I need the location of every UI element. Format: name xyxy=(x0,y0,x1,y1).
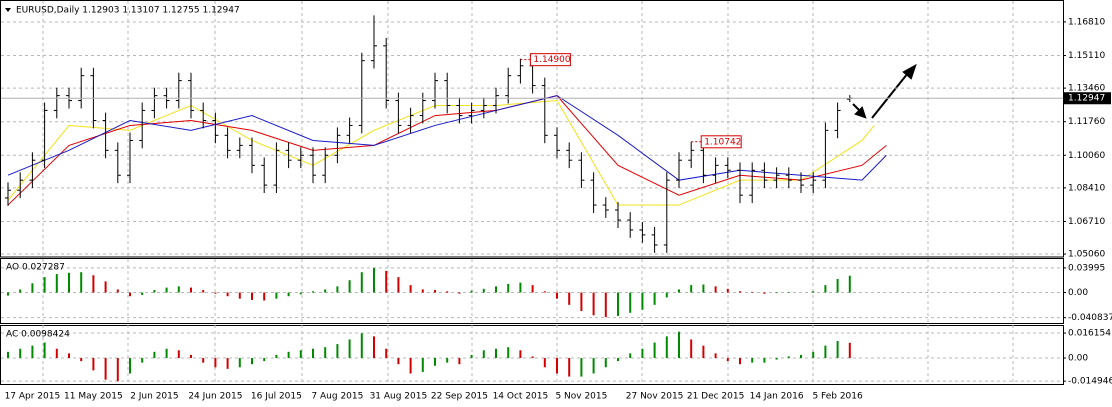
x-tick-label: 5 Feb 2016 xyxy=(812,392,863,402)
x-tick-label: 17 Apr 2015 xyxy=(5,392,61,402)
x-tick-label: 5 Nov 2015 xyxy=(555,392,607,402)
annotation-box xyxy=(529,53,571,67)
annotation-box xyxy=(700,135,742,149)
y-tick-label: 0.03995 xyxy=(1068,263,1105,273)
arrows xyxy=(852,63,917,119)
menu-triangle[interactable] xyxy=(5,8,11,12)
moving-average xyxy=(7,100,875,206)
x-tick-label: 14 Oct 2015 xyxy=(493,392,549,402)
x-tick-label: 7 Aug 2015 xyxy=(311,392,363,402)
ao-frame xyxy=(0,258,1064,324)
y-tick-label: 1.16810 xyxy=(1068,17,1105,27)
ac-frame xyxy=(0,325,1064,385)
vertical-grid xyxy=(42,1,1014,384)
x-tick-label: 24 Jun 2015 xyxy=(188,392,242,402)
x-tick-label: 31 Aug 2015 xyxy=(370,392,428,402)
last-price-box xyxy=(1064,92,1111,105)
x-tick-label: 14 Jan 2016 xyxy=(750,392,804,402)
y-tick-label: -0.040837 xyxy=(1068,313,1112,323)
y-tick-label: 1.08410 xyxy=(1068,183,1105,193)
y-tick-label: 1.06710 xyxy=(1068,217,1105,227)
chart-title: EURUSD,Daily 1.12903 1.13107 1.12755 1.1… xyxy=(16,6,240,16)
y-tick-label: 0.00 xyxy=(1068,354,1088,364)
annotation-label: 1.14900 xyxy=(533,55,570,65)
y-tick-label: 1.10060 xyxy=(1068,151,1105,161)
y-tick-label: 1.05060 xyxy=(1068,250,1105,260)
x-tick-label: 22 Sep 2015 xyxy=(431,392,488,402)
x-tick-label: 2 Jun 2015 xyxy=(130,392,178,402)
y-tick-label: 0.016154 xyxy=(1068,329,1111,339)
y-tick-label: 1.13460 xyxy=(1068,84,1105,94)
moving-average xyxy=(7,95,887,181)
y-tick-label: 1.11760 xyxy=(1068,117,1105,127)
y-tick-label: -0.014946 xyxy=(1068,377,1112,387)
x-tick-label: 27 Nov 2015 xyxy=(626,392,684,402)
x-tick-label: 11 May 2015 xyxy=(64,392,123,402)
y-tick-label: 1.15110 xyxy=(1068,51,1105,61)
annotation-label: 1.10742 xyxy=(704,137,741,147)
x-tick-label: 21 Dec 2015 xyxy=(687,392,745,402)
main-frame xyxy=(0,0,1064,258)
x-tick-label: 16 Jul 2015 xyxy=(251,392,302,402)
panel-title: AO 0.027287 xyxy=(6,263,65,273)
moving-average xyxy=(7,95,887,206)
last-price-label: 1.12947 xyxy=(1068,94,1105,104)
panel-title: AC 0.0098424 xyxy=(6,330,70,340)
y-tick-label: 0.00 xyxy=(1068,288,1088,298)
